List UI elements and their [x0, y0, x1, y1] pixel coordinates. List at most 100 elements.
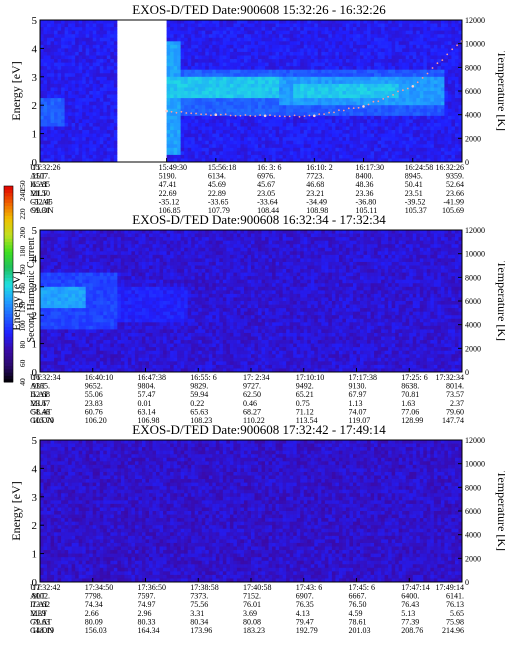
temperature-trace-dot — [171, 111, 173, 113]
heatmap-cell — [128, 73, 132, 77]
heatmap-cell — [135, 119, 139, 123]
heatmap-cell — [364, 102, 368, 106]
heatmap-cell — [357, 112, 361, 116]
heatmap-cell — [107, 70, 111, 74]
heatmap-cell — [272, 45, 276, 49]
heatmap-cell — [434, 73, 438, 77]
heatmap-cell — [58, 59, 62, 63]
heatmap-cell — [448, 123, 452, 127]
heatmap-cell — [205, 27, 209, 31]
heatmap-cell — [86, 137, 90, 141]
heatmap-cell — [307, 56, 311, 60]
heatmap-cell — [247, 80, 251, 84]
heatmap-cell — [103, 27, 107, 31]
heatmap-cell — [381, 123, 385, 127]
heatmap-cell — [47, 155, 51, 159]
heatmap-cell — [279, 63, 283, 67]
heatmap-cell — [395, 52, 399, 56]
heatmap-cell — [279, 109, 283, 113]
heatmap-cell — [191, 66, 195, 70]
heatmap-cell — [61, 109, 65, 113]
heatmap-cell — [209, 155, 213, 159]
heatmap-cell — [163, 80, 167, 84]
heatmap-cell — [160, 119, 164, 123]
heatmap-cell — [226, 63, 230, 67]
heatmap-cell — [444, 109, 448, 113]
heatmap-cell — [349, 66, 353, 70]
heatmap-cell — [40, 91, 44, 95]
heatmap-cell — [79, 134, 83, 138]
heatmap-cell — [184, 77, 188, 81]
heatmap-cell — [307, 119, 311, 123]
heatmap-cell — [448, 155, 452, 159]
heatmap-cell — [283, 63, 287, 67]
heatmap-cell — [209, 95, 213, 99]
heatmap-cell — [114, 109, 118, 113]
heatmap-cell — [237, 27, 241, 31]
heatmap-cell — [430, 130, 434, 134]
heatmap-cell — [272, 41, 276, 45]
heatmap-cell — [434, 112, 438, 116]
heatmap-cell — [251, 137, 255, 141]
heatmap-cell — [413, 134, 417, 138]
heatmap-cell — [262, 24, 266, 28]
heatmap-cell — [82, 56, 86, 60]
temperature-trace-dot — [441, 59, 443, 61]
heatmap-cell — [304, 20, 308, 24]
heatmap-cell — [247, 38, 251, 42]
heatmap-cell — [286, 77, 290, 81]
heatmap-cell — [367, 91, 371, 95]
heatmap-cell — [290, 148, 294, 152]
heatmap-cell — [167, 41, 171, 45]
heatmap-cell — [402, 27, 406, 31]
heatmap-cell — [240, 66, 244, 70]
heatmap-cell — [156, 56, 160, 60]
heatmap-cell — [205, 20, 209, 24]
heatmap-cell — [149, 127, 153, 131]
heatmap-cell — [51, 87, 55, 91]
heatmap-cell — [198, 105, 202, 109]
heatmap-cell — [321, 59, 325, 63]
heatmap-cell — [205, 134, 209, 138]
heatmap-cell — [68, 134, 72, 138]
heatmap-cell — [325, 141, 329, 145]
heatmap-cell — [212, 116, 216, 120]
heatmap-cell — [325, 66, 329, 70]
heatmap-cell — [328, 20, 332, 24]
heatmap-cell — [451, 41, 455, 45]
heatmap-cell — [68, 130, 72, 134]
heatmap-cell — [342, 102, 346, 106]
heatmap-cell — [100, 70, 104, 74]
heatmap-cell — [72, 24, 76, 28]
heatmap-cell — [89, 24, 93, 28]
heatmap-cell — [160, 123, 164, 127]
heatmap-cell — [65, 84, 69, 88]
heatmap-cell — [212, 38, 216, 42]
heatmap-cell — [128, 80, 132, 84]
heatmap-cell — [138, 41, 142, 45]
heatmap-cell — [107, 134, 111, 138]
heatmap-cell — [79, 123, 83, 127]
heatmap-cell — [237, 24, 241, 28]
heatmap-cell — [265, 91, 269, 95]
heatmap-cell — [427, 41, 431, 45]
heatmap-cell — [216, 27, 220, 31]
heatmap-cell — [321, 98, 325, 102]
heatmap-cell — [290, 102, 294, 106]
heatmap-cell — [100, 66, 104, 70]
heatmap-cell — [198, 141, 202, 145]
heatmap-cell — [374, 80, 378, 84]
heatmap-cell — [374, 84, 378, 88]
heatmap-cell — [437, 27, 441, 31]
heatmap-cell — [202, 87, 206, 91]
heatmap-cell — [300, 144, 304, 148]
heatmap-cell — [191, 27, 195, 31]
heatmap-cell — [195, 141, 199, 145]
heatmap-cell — [441, 130, 445, 134]
heatmap-cell — [93, 123, 97, 127]
heatmap-cell — [409, 148, 413, 152]
heatmap-cell — [219, 123, 223, 127]
heatmap-cell — [335, 123, 339, 127]
heatmap-cell — [247, 123, 251, 127]
heatmap-cell — [93, 63, 97, 67]
